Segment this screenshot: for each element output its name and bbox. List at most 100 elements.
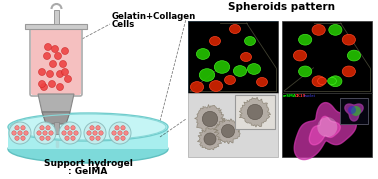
Circle shape bbox=[24, 131, 28, 135]
Circle shape bbox=[112, 131, 116, 135]
Circle shape bbox=[40, 126, 44, 130]
Circle shape bbox=[115, 126, 119, 130]
Circle shape bbox=[348, 106, 356, 114]
Ellipse shape bbox=[257, 78, 268, 86]
Text: Cells: Cells bbox=[112, 20, 135, 29]
Ellipse shape bbox=[199, 69, 215, 81]
Text: Support hydrogel: Support hydrogel bbox=[43, 158, 132, 168]
Circle shape bbox=[74, 131, 78, 135]
Circle shape bbox=[34, 122, 56, 144]
Circle shape bbox=[90, 136, 94, 140]
Circle shape bbox=[46, 126, 50, 130]
Ellipse shape bbox=[342, 66, 355, 77]
Ellipse shape bbox=[233, 66, 246, 76]
Ellipse shape bbox=[328, 77, 336, 85]
Circle shape bbox=[40, 136, 44, 140]
Circle shape bbox=[39, 69, 45, 76]
Bar bbox=[188, 93, 278, 157]
Ellipse shape bbox=[225, 76, 235, 84]
Circle shape bbox=[65, 76, 71, 83]
Circle shape bbox=[87, 131, 91, 135]
Polygon shape bbox=[294, 103, 356, 160]
Ellipse shape bbox=[240, 52, 251, 62]
Circle shape bbox=[46, 71, 54, 78]
Circle shape bbox=[45, 43, 51, 50]
Polygon shape bbox=[8, 127, 168, 149]
FancyBboxPatch shape bbox=[31, 28, 81, 95]
Ellipse shape bbox=[318, 77, 326, 85]
Ellipse shape bbox=[214, 61, 230, 73]
Circle shape bbox=[71, 126, 75, 130]
Circle shape bbox=[109, 122, 131, 144]
Circle shape bbox=[317, 117, 337, 137]
Circle shape bbox=[68, 131, 72, 135]
Circle shape bbox=[115, 136, 119, 140]
Bar bbox=[54, 10, 59, 24]
Circle shape bbox=[56, 83, 64, 91]
Circle shape bbox=[48, 81, 56, 88]
Bar bbox=[340, 98, 368, 124]
Bar bbox=[235, 95, 275, 129]
Circle shape bbox=[124, 131, 128, 135]
Polygon shape bbox=[309, 116, 340, 145]
Text: Gelatin+Collagen: Gelatin+Collagen bbox=[112, 12, 196, 21]
Circle shape bbox=[18, 131, 22, 135]
Circle shape bbox=[9, 122, 31, 144]
Circle shape bbox=[50, 61, 56, 67]
Circle shape bbox=[62, 131, 66, 135]
Text: CK19: CK19 bbox=[295, 94, 307, 98]
Bar bbox=[282, 93, 372, 157]
Circle shape bbox=[62, 47, 68, 54]
Circle shape bbox=[222, 124, 235, 138]
Ellipse shape bbox=[342, 34, 355, 45]
Circle shape bbox=[90, 126, 94, 130]
Ellipse shape bbox=[8, 135, 168, 163]
Circle shape bbox=[56, 71, 64, 78]
Polygon shape bbox=[239, 97, 271, 127]
Circle shape bbox=[351, 106, 361, 116]
Text: nuclei: nuclei bbox=[304, 94, 316, 98]
Polygon shape bbox=[38, 94, 74, 112]
Circle shape bbox=[84, 122, 106, 144]
Circle shape bbox=[43, 131, 47, 135]
Circle shape bbox=[40, 83, 48, 91]
Circle shape bbox=[43, 52, 51, 59]
Text: α-SMA: α-SMA bbox=[283, 94, 297, 98]
Ellipse shape bbox=[247, 64, 260, 74]
Bar bbox=[54, 122, 59, 134]
Text: : GelMA: : GelMA bbox=[68, 166, 108, 175]
Circle shape bbox=[49, 131, 53, 135]
Ellipse shape bbox=[312, 76, 325, 87]
Ellipse shape bbox=[312, 25, 325, 35]
Polygon shape bbox=[345, 104, 363, 121]
Polygon shape bbox=[42, 112, 70, 124]
Circle shape bbox=[202, 111, 218, 127]
Ellipse shape bbox=[299, 34, 312, 45]
Circle shape bbox=[96, 126, 100, 130]
Bar bbox=[25, 24, 87, 29]
Ellipse shape bbox=[293, 50, 307, 61]
Ellipse shape bbox=[229, 25, 240, 33]
Circle shape bbox=[15, 136, 19, 140]
Circle shape bbox=[204, 133, 216, 145]
Circle shape bbox=[96, 136, 100, 140]
Circle shape bbox=[99, 131, 103, 135]
Circle shape bbox=[21, 136, 25, 140]
Ellipse shape bbox=[191, 82, 204, 92]
Ellipse shape bbox=[329, 76, 342, 87]
Bar bbox=[282, 21, 372, 93]
Polygon shape bbox=[195, 105, 225, 134]
Polygon shape bbox=[214, 119, 241, 144]
Ellipse shape bbox=[197, 49, 209, 59]
Ellipse shape bbox=[8, 113, 168, 141]
Circle shape bbox=[59, 122, 81, 144]
Ellipse shape bbox=[329, 25, 342, 35]
Circle shape bbox=[118, 131, 122, 135]
Circle shape bbox=[39, 81, 45, 88]
Circle shape bbox=[46, 136, 50, 140]
Circle shape bbox=[65, 136, 69, 140]
Ellipse shape bbox=[347, 50, 361, 61]
Circle shape bbox=[93, 131, 97, 135]
Ellipse shape bbox=[245, 37, 256, 45]
Ellipse shape bbox=[209, 37, 220, 45]
